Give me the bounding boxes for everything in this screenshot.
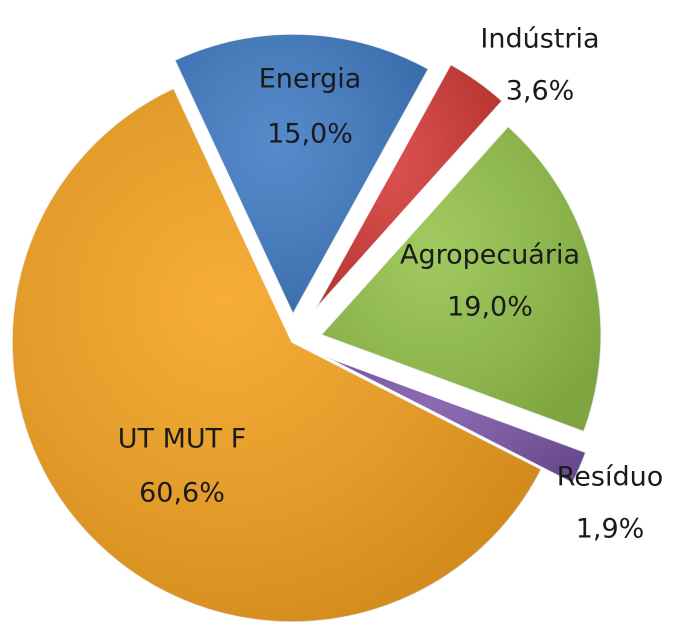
slice-value: 15,0% xyxy=(267,119,353,150)
slice-value: 60,6% xyxy=(139,478,225,509)
slice-shade xyxy=(174,34,429,315)
slice-shade xyxy=(323,355,586,484)
slice-value: 1,9% xyxy=(576,514,645,545)
slice-label: Energia xyxy=(259,64,362,95)
slice-value: 3,6% xyxy=(506,76,575,107)
slice-shade xyxy=(315,64,503,310)
slice-label: Resíduo xyxy=(557,462,664,493)
slice-value: 19,0% xyxy=(447,292,533,323)
slice-shade xyxy=(321,126,602,432)
slice-label: Indústria xyxy=(480,24,599,55)
slice-shade xyxy=(12,88,542,623)
slice-label: Agropecuária xyxy=(400,240,580,271)
slice-label: UT MUT F xyxy=(118,424,247,455)
